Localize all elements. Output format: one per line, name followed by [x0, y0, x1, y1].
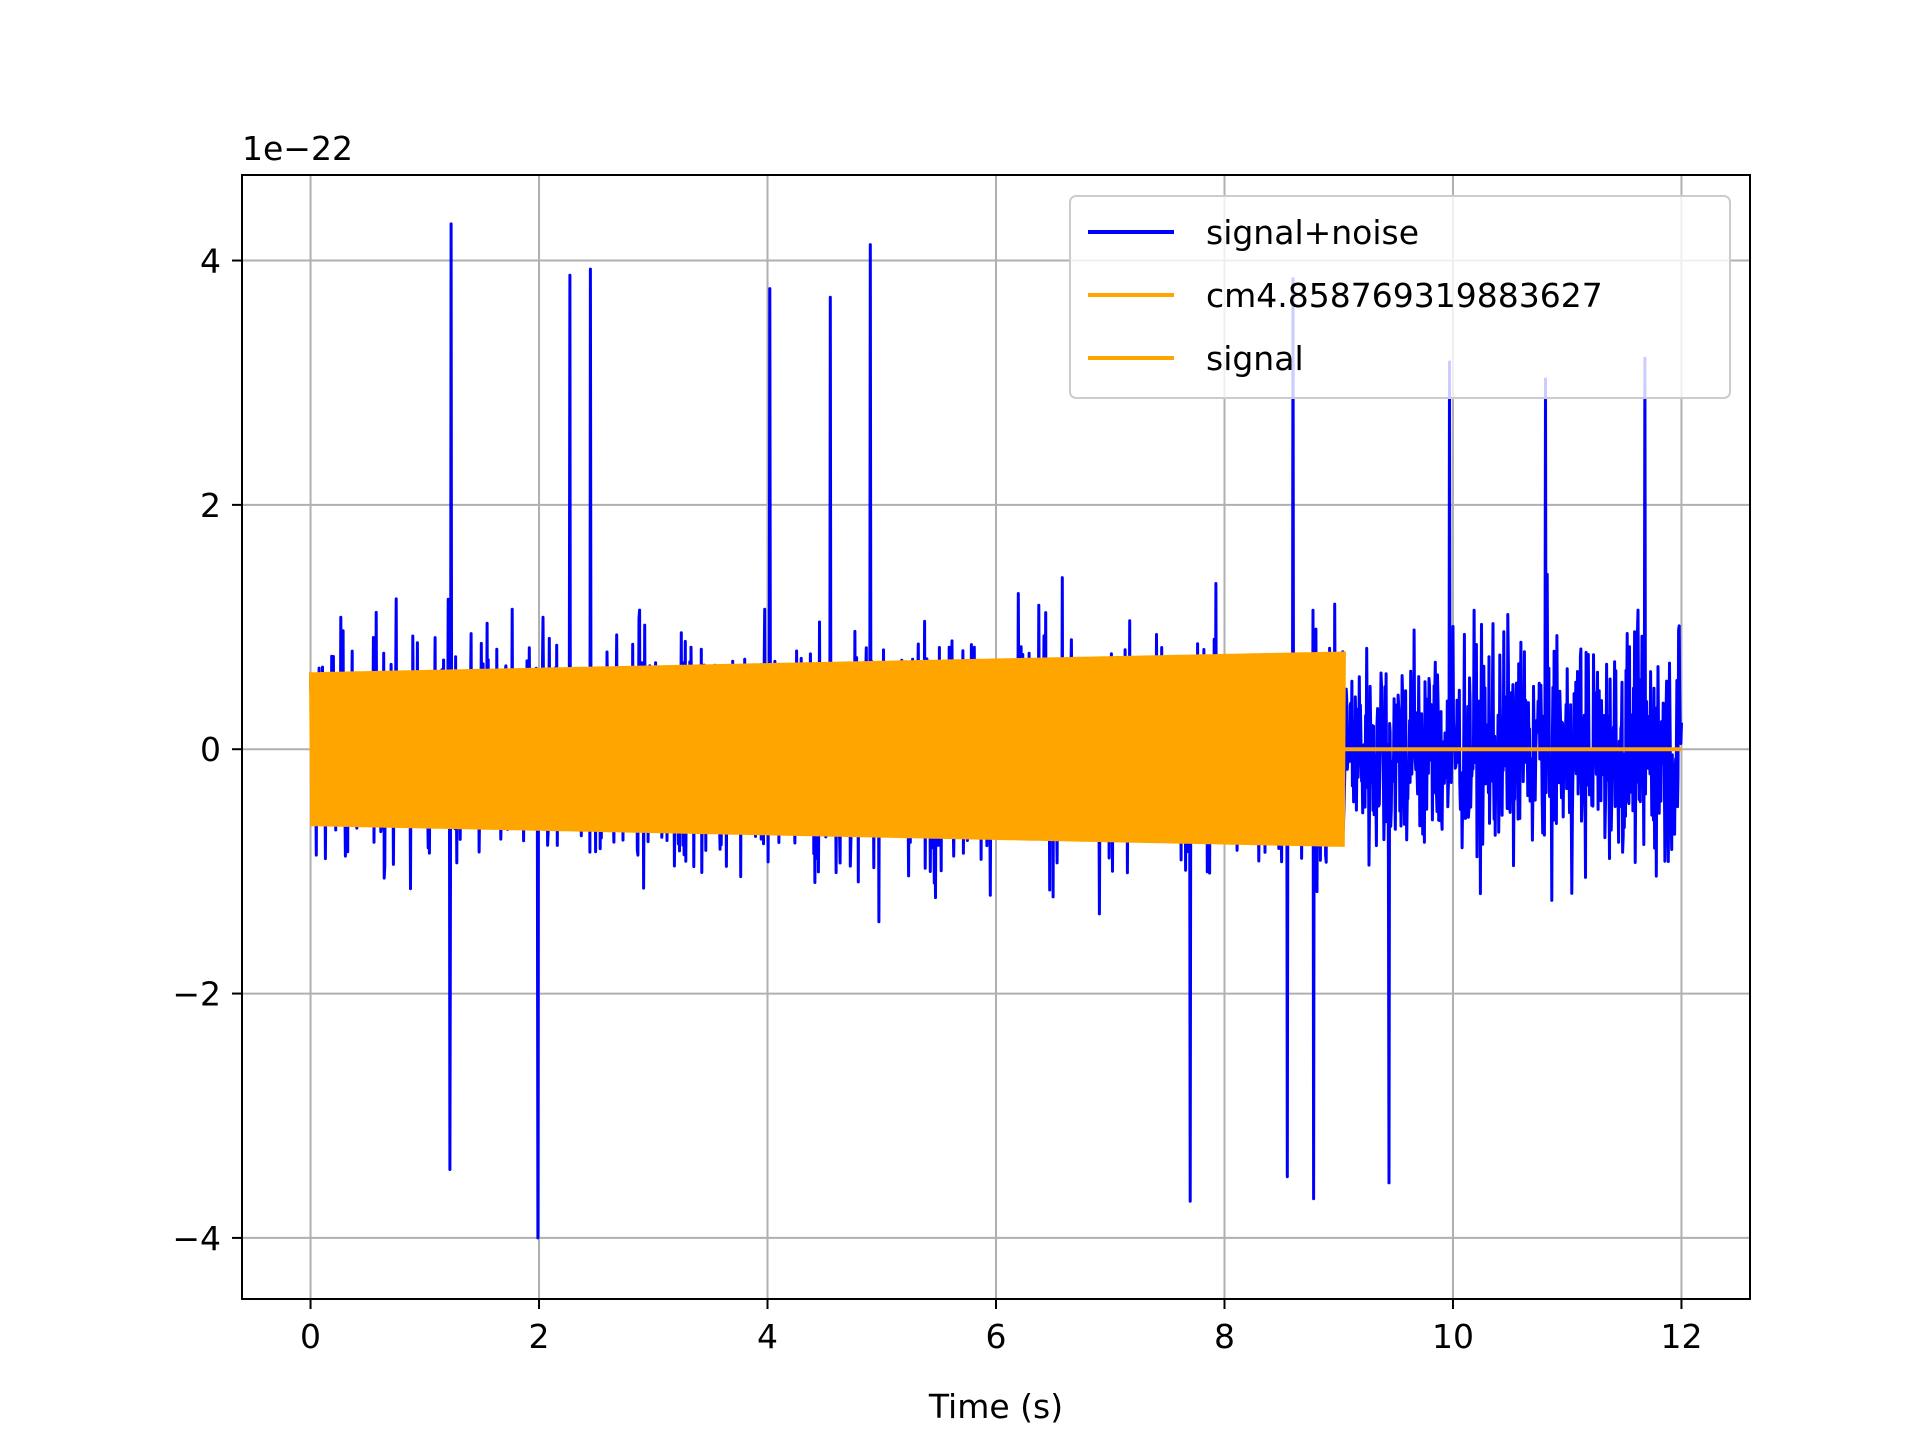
plot-area — [309, 222, 1683, 1240]
x-tick-label: 10 — [1432, 1317, 1474, 1356]
y-tick-label: 4 — [200, 242, 221, 281]
y-tick-label: 0 — [200, 730, 221, 769]
y-tick-label: −2 — [172, 975, 221, 1014]
y-tick-label: −4 — [172, 1219, 221, 1258]
x-tick-label: 12 — [1660, 1317, 1702, 1356]
series-cm-line — [309, 651, 1346, 847]
y-offset-label: 1e−22 — [242, 129, 353, 168]
x-axis-title: Time (s) — [928, 1387, 1063, 1426]
x-axis: 0 2 4 6 8 10 12 — [300, 1299, 1702, 1356]
x-tick-label: 8 — [1214, 1317, 1235, 1356]
x-tick-label: 6 — [986, 1317, 1007, 1356]
x-tick-label: 2 — [529, 1317, 550, 1356]
y-axis: −4 −2 0 2 4 — [172, 242, 242, 1258]
legend-label: signal — [1206, 339, 1304, 378]
legend-label: cm4.858769319883627 — [1206, 276, 1603, 315]
y-tick-label: 2 — [200, 486, 221, 525]
x-tick-label: 4 — [757, 1317, 778, 1356]
legend-label: signal+noise — [1206, 213, 1419, 252]
x-tick-label: 0 — [300, 1317, 321, 1356]
legend-box — [1069, 195, 1731, 399]
legend: signal+noise cm4.858769319883627 signal — [1069, 195, 1731, 399]
